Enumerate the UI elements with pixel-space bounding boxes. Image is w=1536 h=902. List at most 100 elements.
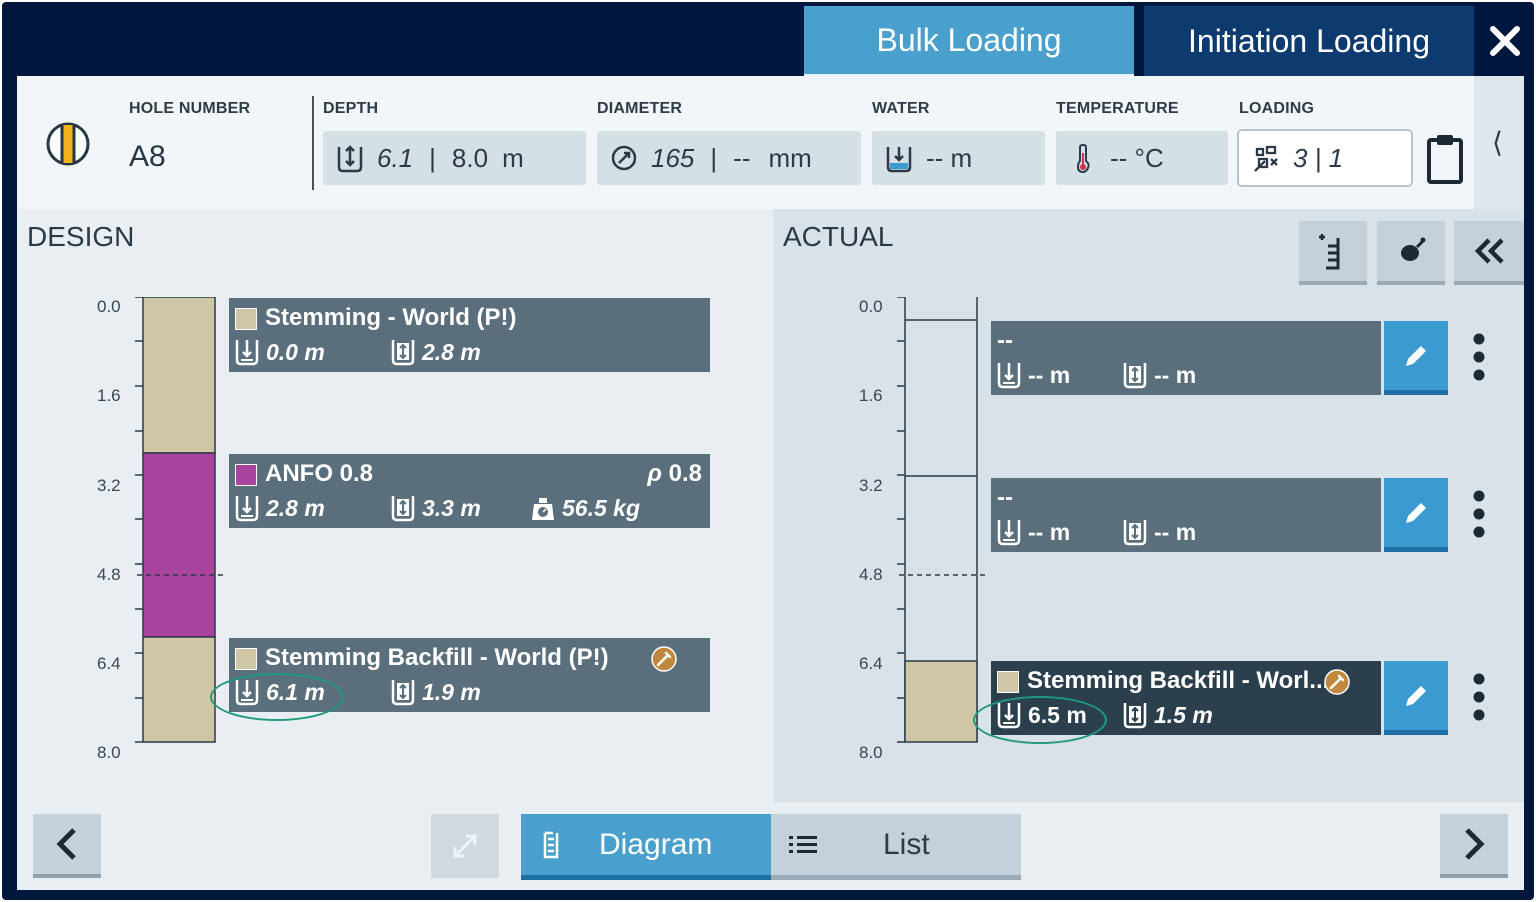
more-options-icon[interactable] [1469,329,1489,389]
design-tick: 3.2 [97,476,121,495]
backfill-tool-icon [651,646,677,672]
deck-length-value: 3.3 m [422,494,481,521]
deck-name: -- [997,484,1013,511]
deck-length-icon [391,340,415,366]
deck-color-swatch [235,308,257,330]
design-title: DESIGN [27,221,135,252]
collapse-panel-button[interactable] [1454,221,1524,285]
loading-value: 3 | 1 [1293,142,1344,173]
water-label: WATER [872,100,930,117]
water-value: -- m [926,142,973,173]
design-tick: 1.6 [97,386,121,405]
deck-length-value: 1.5 m [1154,701,1213,728]
depth-design-value: 8.0 [451,142,489,173]
deck-length-value: -- m [1154,518,1197,545]
hole-status-icon [46,122,90,166]
tab-list[interactable]: List [771,814,1021,880]
highlight-oval [210,673,344,721]
expand-button[interactable] [431,814,499,878]
hole-number-label: HOLE NUMBER [129,100,251,117]
edit-deck-button[interactable] [1384,321,1448,395]
deck-top-icon [235,496,259,522]
hole-number-value: A8 [129,140,166,173]
diameter-actual-value: 165 [651,142,695,173]
tab-initiation-loading[interactable]: Initiation Loading [1144,6,1474,76]
actual-hole-diagram [897,297,985,743]
actual-tick: 1.6 [859,386,883,405]
actual-tick: 8.0 [859,743,883,762]
depth-actual-value: 6.1 [377,142,414,173]
water-field[interactable]: -- m [872,131,1045,185]
design-deck-card[interactable]: Stemming - World (P!) 0.0 m 2.8 m [229,298,710,372]
tab-initiation-loading-label: Initiation Loading [1188,22,1430,59]
footer-bar: Diagram List [17,802,1524,890]
add-deck-icon [1319,234,1340,270]
depth-field[interactable]: 6.1 | 8.0 m [323,131,586,185]
diameter-unit: mm [768,142,812,173]
primer-button[interactable] [1377,221,1445,285]
loading-field[interactable]: 3 | 1 [1239,131,1411,185]
pencil-icon [1406,685,1426,706]
clipboard-icon[interactable] [1425,132,1465,184]
more-options-icon[interactable] [1469,669,1489,729]
double-chevron-left-icon [1474,238,1504,264]
loading-icon [1254,145,1278,172]
more-options-icon[interactable] [1469,486,1489,546]
deck-top-value: 2.8 m [266,494,325,521]
deck-name: ANFO 0.8 [265,460,374,487]
deck-top-icon [997,363,1021,389]
deck-length-value: -- m [1154,361,1197,388]
expand-icon [453,834,477,858]
tab-list-label: List [883,827,930,861]
deck-length-value: 2.8 m [422,338,481,365]
close-button[interactable] [1480,18,1530,64]
tab-diagram-label: Diagram [599,827,713,861]
header-divider [312,96,314,190]
density-value: 0.8 [668,460,702,487]
deck-color-swatch [235,464,257,486]
header-collapse-strip[interactable]: ⟨ [1474,76,1524,209]
deck-top-icon [235,340,259,366]
water-icon [886,147,912,173]
next-hole-button[interactable] [1440,814,1508,878]
actual-tick: 4.8 [859,565,883,584]
edit-deck-button[interactable] [1384,661,1448,735]
diameter-design-value: -- [733,142,751,173]
scale-weight-icon [532,498,554,520]
deck-name: -- [997,327,1013,354]
actual-tick: 6.4 [859,654,883,673]
tab-diagram[interactable]: Diagram [521,814,771,880]
hole-header: HOLE NUMBER A8 DEPTH 6.1 | 8.0 m DIAMETE… [17,76,1474,209]
highlight-oval [973,696,1107,744]
list-icon [789,835,817,853]
close-icon [1490,26,1520,56]
design-panel: DESIGN 0.0 1.6 3.2 4.8 6.4 8.0 Stemming … [17,209,773,802]
previous-hole-button[interactable] [33,814,101,878]
deck-length-icon [391,496,415,522]
actual-deck-card[interactable]: -- -- m -- m [991,321,1381,395]
design-tick: 4.8 [97,565,121,584]
design-tick: 0.0 [97,297,121,316]
primer-icon [1401,237,1426,261]
temperature-label: TEMPERATURE [1056,100,1179,117]
deck-color-swatch [235,648,257,670]
temperature-field[interactable]: -- °C [1056,131,1228,185]
diameter-field[interactable]: 165 | -- mm [597,131,861,185]
deck-length-icon [391,680,415,706]
depth-label: DEPTH [323,100,379,117]
diameter-icon [611,145,637,171]
actual-deck-card[interactable]: -- -- m -- m [991,478,1381,552]
design-hole-diagram [135,297,223,743]
tab-bulk-loading[interactable]: Bulk Loading [804,6,1134,80]
thermometer-icon [1076,143,1090,173]
deck-top-value: 0.0 m [266,338,325,365]
pencil-icon [1406,502,1426,523]
chevron-left-icon [56,828,76,860]
deck-length-icon [1123,363,1147,389]
design-tick: 6.4 [97,654,121,673]
add-deck-button[interactable] [1299,221,1367,285]
design-deck-card[interactable]: ANFO 0.8 ρ 0.8 2.8 m 3.3 m [229,454,710,528]
edit-deck-button[interactable] [1384,478,1448,552]
deck-length-icon [1123,703,1147,729]
